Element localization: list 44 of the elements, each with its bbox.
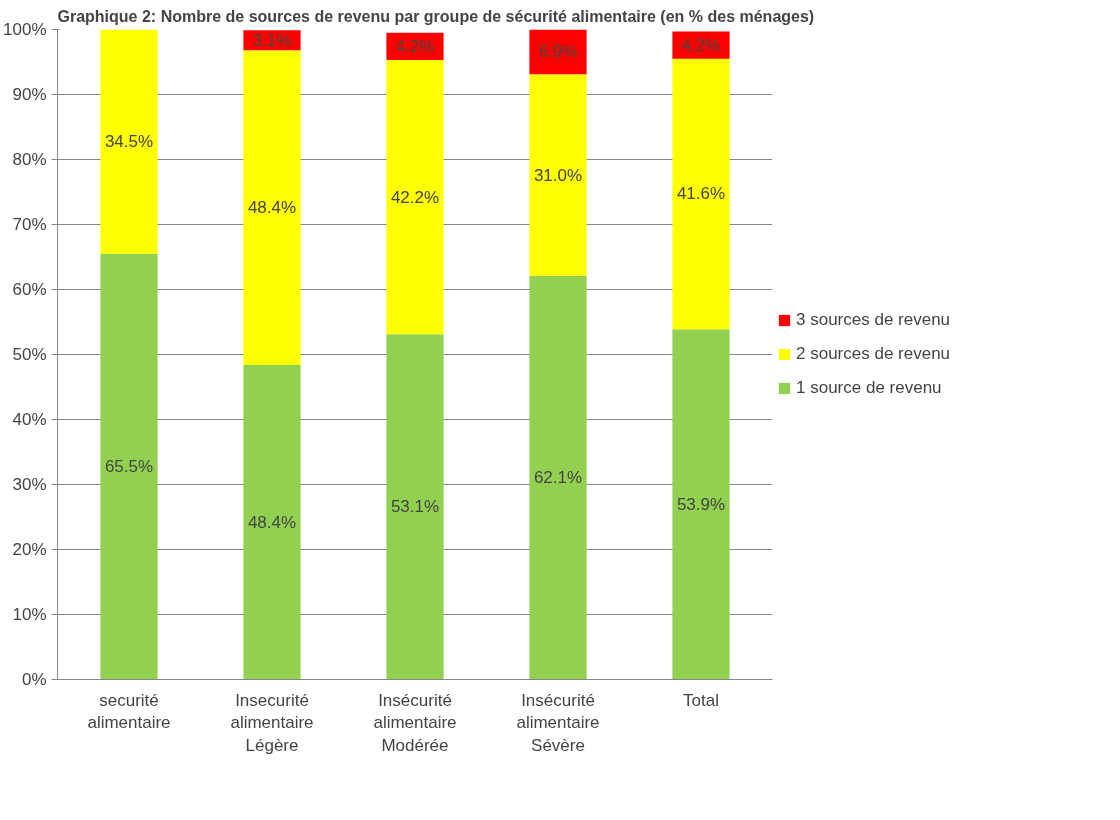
data-label: 53.1% — [390, 497, 440, 517]
y-tick-label: 50% — [12, 345, 47, 364]
y-tick-label: 0% — [21, 670, 47, 689]
data-label: 4.2% — [681, 35, 721, 55]
data-label: 48.4% — [247, 198, 297, 218]
y-tick-label: 30% — [12, 475, 47, 494]
legend-label: 3 sources de revenu — [796, 310, 951, 330]
bar — [529, 74, 587, 276]
data-label: 31.0% — [533, 165, 583, 185]
bar — [529, 275, 587, 680]
y-tick-label: 70% — [12, 215, 47, 234]
data-label: 53.9% — [676, 494, 726, 514]
data-label: 48.4% — [247, 512, 297, 532]
y-tick-label: 60% — [12, 280, 47, 299]
bar — [243, 50, 301, 365]
data-label: 34.5% — [104, 132, 154, 152]
x-tick-label: Insécurité alimentaire Modérée — [373, 690, 457, 756]
data-label: 6.9% — [538, 42, 578, 62]
bar — [672, 329, 730, 680]
data-label: 41.6% — [676, 184, 726, 204]
chart-title: Graphique 2: Nombre de sources de revenu par groupe de sécurité alimentaire (en % des ménages) — [57, 7, 815, 25]
y-tick-label: 40% — [12, 410, 47, 429]
y-tick-label: 90% — [12, 85, 47, 104]
legend-label: 2 sources de revenu — [796, 344, 951, 364]
data-label: 65.5% — [104, 457, 154, 477]
bar — [100, 29, 158, 254]
data-label: 62.1% — [533, 468, 583, 488]
bar — [386, 334, 444, 680]
bar — [386, 60, 444, 335]
y-tick-label: 100% — [3, 20, 47, 39]
data-label: 3.1% — [252, 30, 292, 50]
y-tick-label: 10% — [12, 605, 47, 624]
x-tick-label: Insécurité alimentaire Sévère — [516, 690, 600, 756]
bar — [672, 58, 730, 330]
x-tick-label: Insecurité alimentaire Légère — [230, 690, 314, 756]
legend-label: 1 source de revenu — [796, 378, 942, 398]
y-tick-label: 80% — [12, 150, 47, 169]
y-tick-label: 20% — [12, 540, 47, 559]
bar — [100, 253, 158, 680]
x-tick-label: Total — [683, 690, 719, 710]
data-label: 42.2% — [390, 187, 440, 207]
x-tick-label: securité alimentaire — [87, 690, 171, 733]
bar — [243, 364, 301, 680]
data-label: 4.2% — [395, 36, 435, 56]
